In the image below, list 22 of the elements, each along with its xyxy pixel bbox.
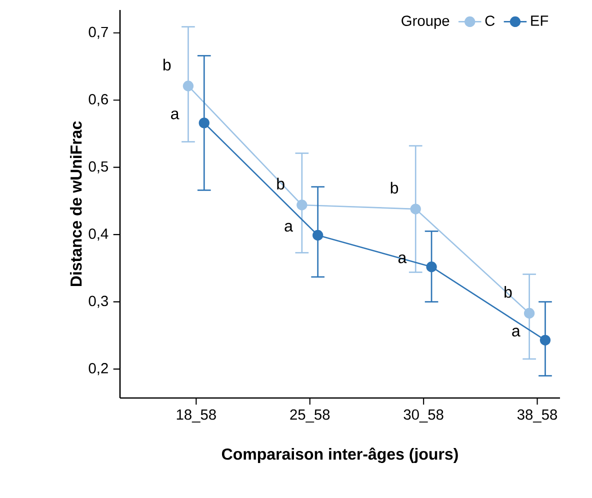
y-tick-label: 0,2	[88, 363, 108, 376]
annotation: b	[163, 58, 171, 71]
x-tick-label: 30_58	[404, 409, 444, 423]
annotation: a	[512, 328, 520, 337]
legend-label: EF	[531, 16, 548, 26]
annotation: a	[171, 110, 180, 120]
y-axis-title: Distance de wUniFrac	[70, 121, 82, 286]
legend-title: Groupe	[402, 16, 450, 29]
x-axis-title: Comparaison inter-âges (jours)	[222, 448, 458, 464]
annotation: b	[277, 178, 284, 190]
legend-label: C	[485, 16, 495, 26]
annotation: b	[390, 182, 398, 194]
y-tick-label: 0,4	[88, 228, 108, 241]
y-tick-label: 0,3	[88, 296, 108, 308]
y-tick-label: 0,6	[88, 94, 108, 106]
annotation: a	[284, 222, 293, 232]
x-tick-label: 25_58	[290, 409, 330, 423]
y-tick-label: 0,7	[88, 26, 108, 39]
annotation: b	[504, 286, 512, 298]
x-tick-label: 18_58	[176, 409, 216, 423]
y-tick-label: 0,5	[88, 161, 108, 174]
x-tick-label: 38_58	[517, 409, 557, 423]
